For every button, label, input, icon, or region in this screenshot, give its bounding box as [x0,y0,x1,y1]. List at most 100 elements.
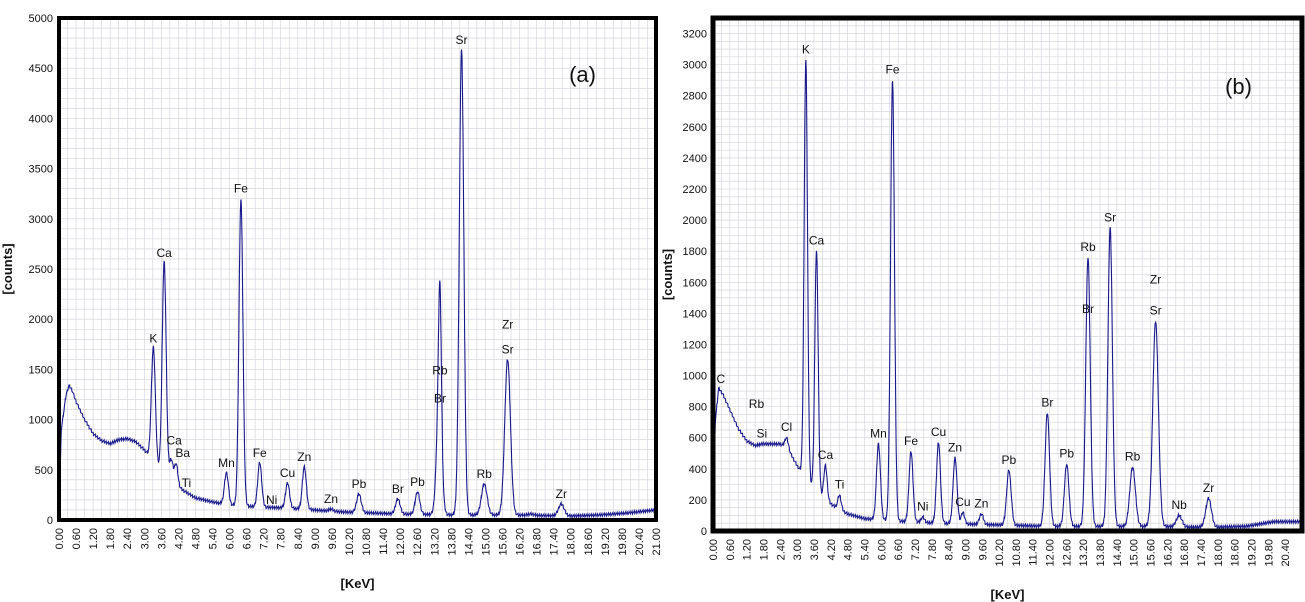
panel-label: (b) [1225,74,1252,99]
peak-label: Fe [904,434,918,448]
peak-label: Zn [297,450,311,464]
panel-label: (a) [569,62,596,87]
x-tick-label: 4.80 [190,528,202,549]
x-tick-label: 16.80 [1179,539,1191,567]
peak-label: Rb [1125,450,1141,464]
x-tick-label: 15.00 [1129,539,1141,567]
x-tick-label: 1.20 [88,528,100,549]
x-tick-label: 10.20 [994,539,1006,567]
x-tick-label: 16.20 [515,528,527,556]
x-tick-label: 11.40 [1028,539,1040,566]
peak-label: C [717,372,726,386]
x-tick-label: 11.40 [378,528,390,555]
x-tick-label: 7.20 [910,539,922,560]
peak-label: Zn [948,440,962,454]
peak-label: Zr [556,487,567,501]
x-tick-label: 3.60 [809,539,821,560]
x-tick-label: 19.80 [617,528,629,556]
plot-frame [57,16,658,522]
y-tick-label: 1400 [683,308,707,320]
peak-label: Pb [352,477,367,491]
x-tick-label: 13.80 [446,528,458,556]
x-tick-label: 4.80 [843,539,855,560]
x-tick-label: 10.20 [344,528,356,556]
y-tick-label: 1000 [683,371,707,383]
peak-label: Rb [477,467,493,481]
peak-label: Fe [234,182,248,196]
peak-label: Sr [502,342,514,356]
y-tick-label: 2500 [29,264,53,276]
x-tick-label: 12.00 [395,528,407,556]
y-tick-label: 4000 [29,113,53,125]
peak-label: Pb [410,475,425,489]
peak-label: Fe [885,63,899,77]
x-tick-label: 6.60 [242,528,254,549]
peak-label: Br [1041,395,1053,409]
y-tick-label: 0 [701,526,707,538]
peak-label: Sr [1104,210,1116,224]
y-tick-label: 1800 [683,246,707,258]
y-tick-label: 3000 [683,60,707,72]
y-tick-label: 500 [35,465,53,477]
peak-label: Ti [182,476,192,490]
peak-label: Sr [1150,304,1162,318]
y-tick-label: 2800 [683,91,707,103]
peak-label: Zr [1203,481,1214,495]
x-tick-label: 0.60 [725,539,737,560]
x-tick-label: 15.00 [480,528,492,556]
peak-label: Ni [917,499,928,513]
y-tick-label: 3000 [29,214,53,226]
peak-label: Pb [1059,447,1074,461]
peak-label: Zr [1150,272,1161,286]
x-tick-label: 0.00 [708,539,720,560]
y-tick-label: 2600 [683,122,707,134]
grid [712,17,1303,532]
x-tick-label: 14.40 [463,528,475,556]
peak-label: Ti [835,478,845,492]
y-tick-label: 200 [689,495,707,507]
x-tick-label: 20.40 [1280,539,1292,567]
x-tick-label: 6.00 [225,528,237,549]
peak-label: Mn [870,426,887,440]
x-tick-label: 10.80 [361,528,373,556]
y-axis-label: [counts] [0,243,15,294]
x-tick-label: 12.00 [1045,539,1057,567]
y-axis-label: [counts] [660,249,675,300]
y-tick-label: 4500 [29,63,53,75]
grid [58,17,657,521]
peak-label: Rb [749,397,765,411]
x-tick-label: 15.60 [497,528,509,556]
x-tick-label: 16.80 [532,528,544,556]
peak-label: Br [1082,302,1094,316]
peak-label: Rb [1080,240,1096,254]
x-tick-label: 19.20 [1247,539,1259,567]
peak-label: Ni [266,493,277,507]
x-tick-label: 7.80 [927,539,939,560]
x-tick-label: 13.20 [429,528,441,556]
peak-label: Cu [955,495,970,509]
x-tick-label: 8.40 [944,539,956,560]
x-axis-label: [KeV] [341,576,375,591]
spectrum-chart-b: 0 200 400 600 800 1000 1200 1400 1600 1800 2000 220… [660,15,1305,602]
x-tick-label: 5.40 [208,528,220,549]
x-tick-label: 6.60 [893,539,905,560]
x-tick-label: 12.60 [1061,539,1073,567]
peak-label: Ca [157,246,173,260]
y-tick-label: 2000 [683,215,707,227]
y-tick-label: 1600 [683,277,707,289]
peak-label: Sr [456,33,468,47]
x-tick-label: 9.00 [960,539,972,560]
peak-label: Fe [253,446,267,460]
peak-label: Zr [502,317,513,331]
y-tick-label: 2400 [683,153,707,165]
y-tick-label: 1000 [29,415,53,427]
plot-frame [710,15,1305,534]
x-tick-label: 14.40 [1112,539,1124,567]
x-tick-label: 2.40 [122,528,134,549]
x-tick-label: 7.20 [259,528,271,549]
x-tick-label: 4.20 [826,539,838,560]
y-tick-label: 600 [689,433,707,445]
x-tick-label: 17.40 [1196,539,1208,567]
peak-label: Ca [809,234,825,248]
x-tick-label: 15.60 [1146,539,1158,567]
